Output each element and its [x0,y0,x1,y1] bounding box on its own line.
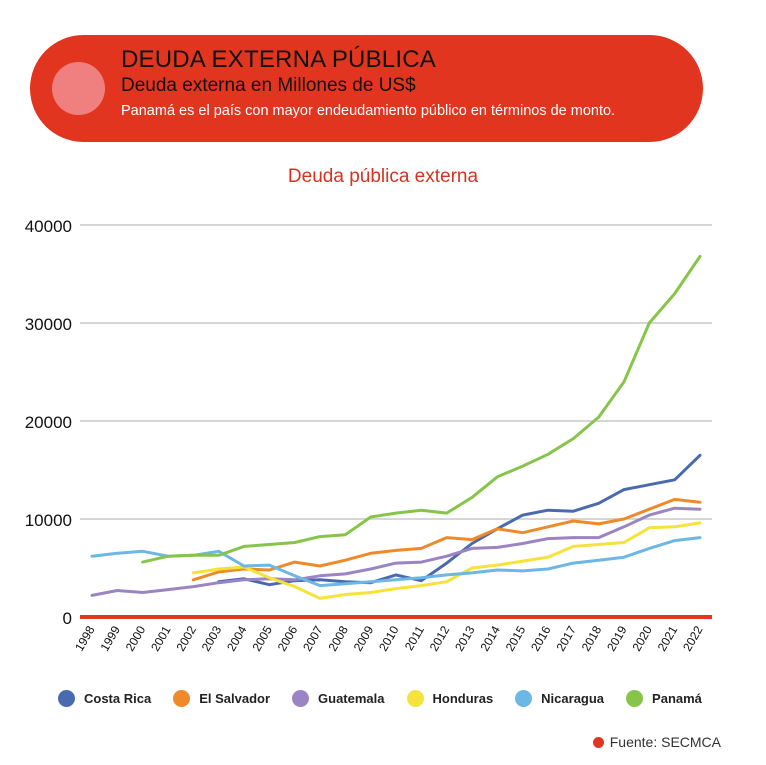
chart-legend: Costa Rica El Salvador Guatemala Honduras Ni… [58,690,702,707]
x-tick-label: 1998 [72,623,98,653]
x-tick-label: 2014 [477,623,503,653]
series-line-panama [141,254,702,564]
banner-circle-icon [52,62,105,115]
legend-item: Nicaragua [515,690,604,707]
page-subtitle: Deuda externa en Millones de US$ [121,75,416,96]
legend-item: El Salvador [173,690,270,707]
series-line-guatemala [90,506,702,597]
legend-label: Honduras [432,691,494,706]
x-tick-label: 2004 [224,623,250,653]
page-note: Panamá es el país con mayor endeudamient… [121,103,616,119]
x-tick-label: 2016 [528,623,554,653]
y-tick-label: 10000 [25,511,72,530]
x-tick-label: 2020 [629,623,655,653]
x-tick-label: 2019 [604,623,630,653]
source-dot-icon [592,736,604,748]
source-text: Fuente: SECMCA [609,734,721,750]
legend-label: Panamá [652,691,702,706]
x-tick-label: 2006 [275,623,301,653]
x-tick-label: 2005 [249,623,275,653]
y-tick-label: 40000 [25,217,72,236]
legend-label: Guatemala [318,691,385,706]
legend-item: Guatemala [292,690,385,707]
x-tick-label: 2011 [402,623,427,653]
series-line-costa-rica [217,453,702,587]
x-tick-label: 2007 [300,623,326,653]
x-tick-label: 2008 [325,623,351,653]
x-tick-label: 2003 [199,623,225,653]
legend-swatch-icon [173,690,191,707]
x-tick-label: 2002 [173,623,199,653]
x-tick-label: 2013 [452,623,478,653]
legend-label: Nicaragua [541,691,605,706]
legend-label: Costa Rica [84,691,152,706]
y-tick-label: 0 [63,609,72,628]
x-tick-label: 1999 [97,623,123,653]
x-tick-label: 2015 [503,623,529,653]
legend-swatch-icon [58,690,75,707]
legend-item: Honduras [406,690,494,707]
x-tick-label: 2010 [376,623,402,653]
series-line-honduras [191,521,702,600]
x-tick-label: 2000 [123,623,149,653]
x-tick-label: 2017 [553,623,579,653]
header-banner: DEUDA EXTERNA PÚBLICA Deuda externa en M… [30,35,703,142]
legend-swatch-icon [515,690,533,707]
x-tick-label: 2012 [427,623,453,653]
x-tick-label: 2001 [148,623,174,653]
legend-label: El Salvador [199,691,271,706]
legend-item: Costa Rica [58,690,151,707]
legend-swatch-icon [626,690,644,707]
y-tick-label: 30000 [25,315,72,334]
legend-swatch-icon [406,690,424,707]
x-tick-label: 2021 [655,623,681,653]
y-tick-label: 20000 [25,413,72,432]
x-tick-label: 2022 [680,623,706,653]
source-note: Fuente: SECMCA [592,734,721,750]
chart-title: Deuda pública externa [287,166,479,187]
x-tick-label: 2009 [351,623,377,653]
x-tick-label: 2018 [579,623,605,653]
page-title: DEUDA EXTERNA PÚBLICA [121,46,436,73]
legend-swatch-icon [292,690,310,707]
legend-item: Panamá [626,690,702,707]
